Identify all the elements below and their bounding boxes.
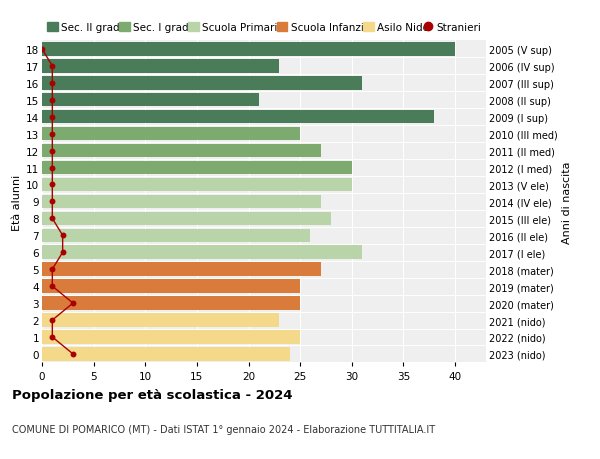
Point [47, 63, 57, 70]
Y-axis label: Età alunni: Età alunni [12, 174, 22, 230]
Point [47, 317, 57, 324]
Bar [42, 43, 455, 56]
Bar [42, 313, 280, 327]
Point [47, 181, 57, 189]
Bar [42, 60, 280, 73]
Bar [42, 178, 352, 192]
Point [47, 97, 57, 104]
Bar [42, 347, 290, 361]
Text: COMUNE DI POMARICO (MT) - Dati ISTAT 1° gennaio 2024 - Elaborazione TUTTITALIA.I: COMUNE DI POMARICO (MT) - Dati ISTAT 1° … [12, 425, 435, 435]
Bar [42, 77, 362, 90]
Bar [42, 162, 352, 175]
Point [47, 215, 57, 223]
Point [47, 266, 57, 273]
Point [47, 80, 57, 87]
Bar [42, 128, 300, 141]
Point [47, 334, 57, 341]
Point [47, 147, 57, 155]
Bar [42, 195, 321, 209]
Y-axis label: Anni di nascita: Anni di nascita [562, 161, 572, 243]
Bar [42, 145, 321, 158]
Point [47, 114, 57, 121]
Point [68, 351, 78, 358]
Point [68, 300, 78, 307]
Bar [42, 94, 259, 107]
Text: Popolazione per età scolastica - 2024: Popolazione per età scolastica - 2024 [12, 388, 293, 401]
Point [58, 232, 67, 240]
Point [47, 164, 57, 172]
Bar [42, 297, 300, 310]
Point [58, 249, 67, 257]
Point [47, 283, 57, 290]
Bar [42, 263, 321, 276]
Point [47, 131, 57, 138]
Bar [42, 246, 362, 259]
Point [47, 198, 57, 206]
Bar [42, 111, 434, 124]
Bar [42, 212, 331, 226]
Point [37, 46, 47, 53]
Bar [42, 280, 300, 293]
Bar [42, 330, 300, 344]
Bar [42, 229, 310, 242]
Legend: Sec. II grado, Sec. I grado, Scuola Primaria, Scuola Infanzia, Asilo Nido, Stran: Sec. II grado, Sec. I grado, Scuola Prim… [47, 23, 481, 33]
